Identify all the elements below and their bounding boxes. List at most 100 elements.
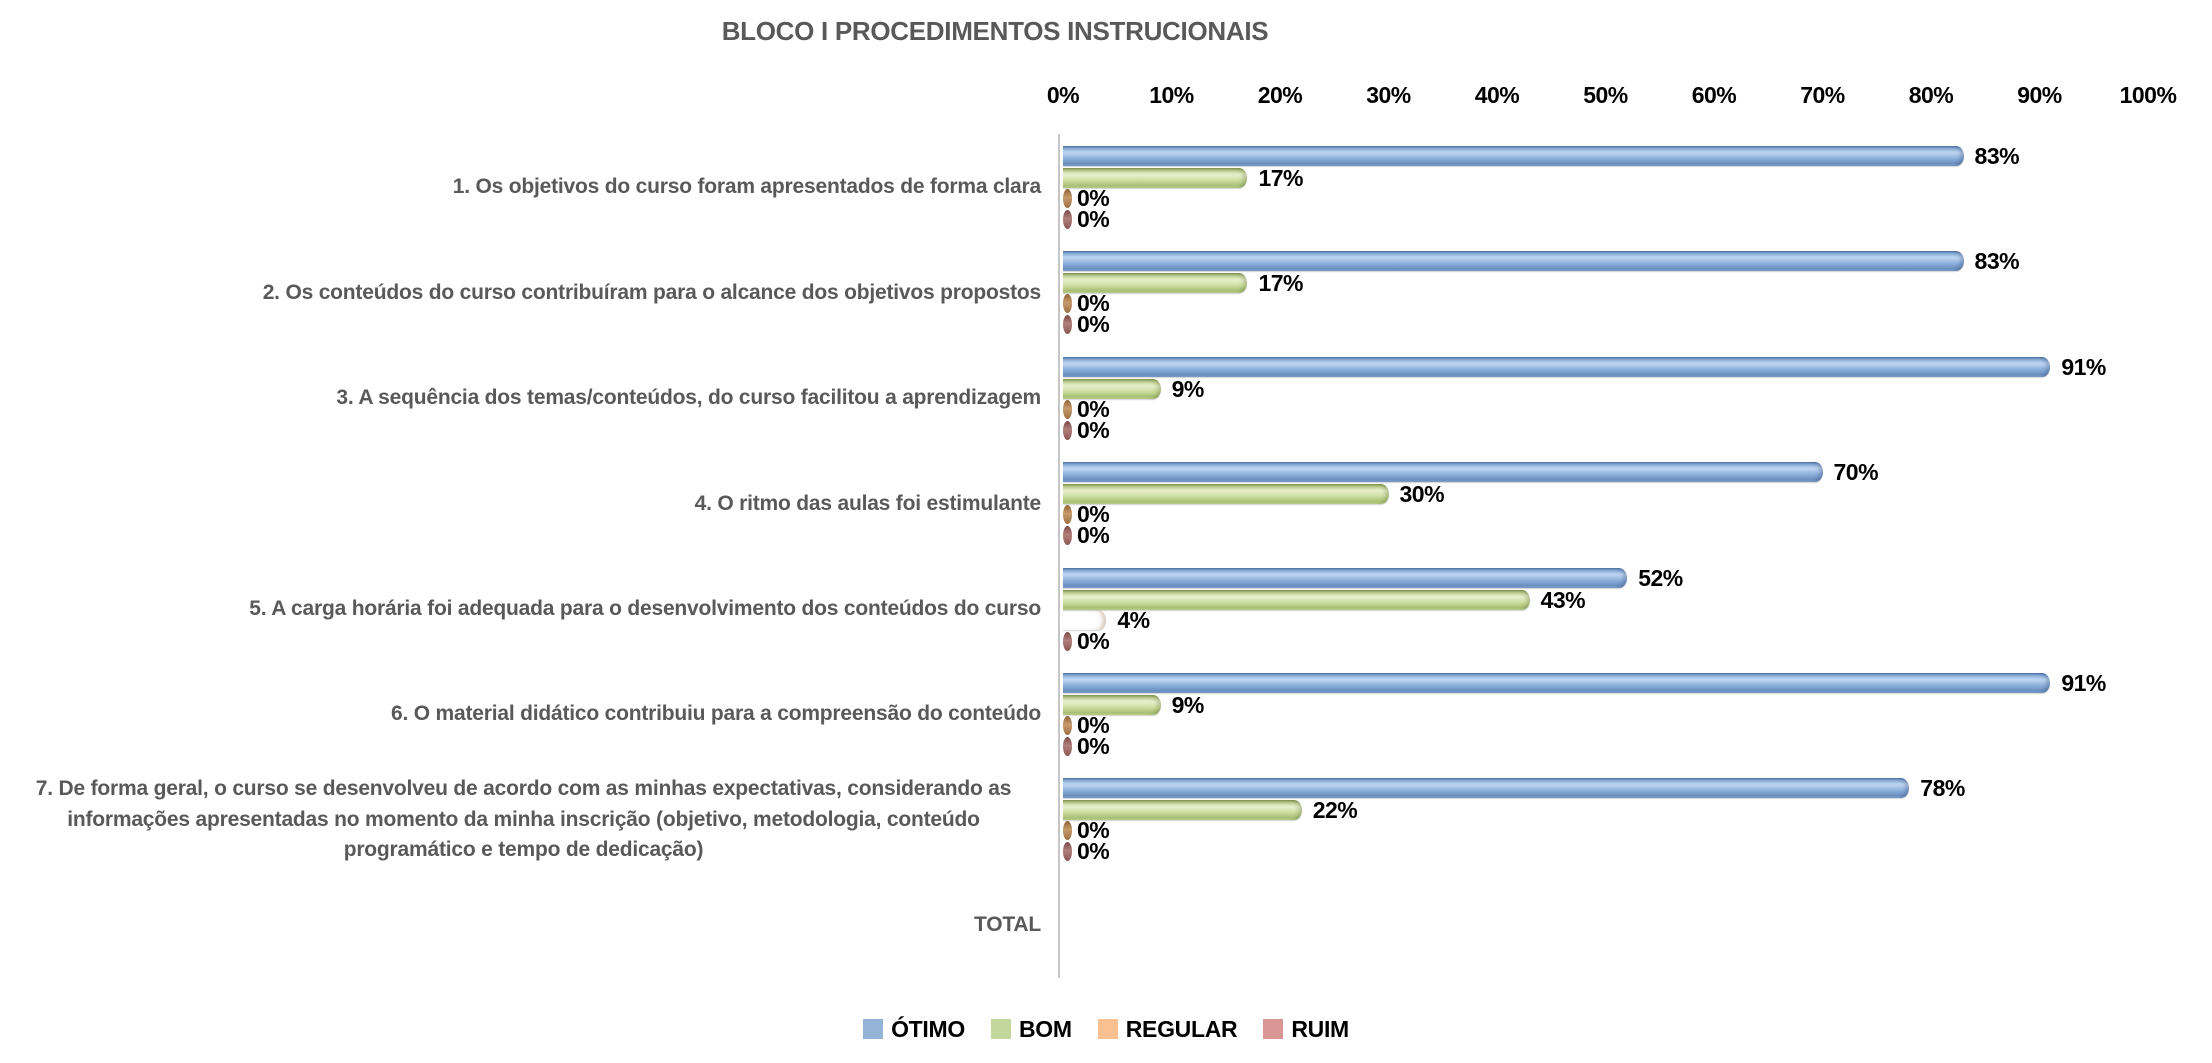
bar-ótimo — [1063, 462, 1823, 483]
plot-row: 91% 9% 0% 0% — [1063, 662, 2148, 767]
category-label: 4. O ritmo das aulas foi estimulante — [6, 451, 1042, 556]
zero-bar-ruim — [1063, 631, 1072, 651]
bar-bom — [1063, 800, 1302, 821]
legend-label: REGULAR — [1125, 1015, 1238, 1042]
zero-bar-ruim — [1063, 526, 1072, 546]
legend-item-ruim: RUIM — [1263, 1016, 1349, 1043]
plot-row: 70% 30% 0% 0% — [1063, 451, 2148, 556]
bar-bom — [1063, 484, 1389, 505]
bar-ótimo — [1063, 356, 2051, 377]
data-label-regular: 0% — [1077, 290, 1110, 317]
bar-regular — [1063, 610, 1106, 630]
zero-bar-ruim — [1063, 315, 1072, 335]
data-label-ruim: 0% — [1077, 627, 1110, 654]
legend-swatch-icon — [1097, 1019, 1118, 1039]
zero-bar-regular — [1063, 399, 1072, 419]
data-label-bom: 22% — [1312, 797, 1358, 824]
data-label-regular: 0% — [1077, 817, 1110, 844]
data-label-bom: 17% — [1258, 270, 1303, 297]
legend-label: RUIM — [1291, 1015, 1349, 1042]
bar-ótimo — [1063, 672, 2051, 693]
legend-swatch-icon — [863, 1019, 884, 1039]
data-label-regular: 0% — [1077, 501, 1110, 528]
data-label-ótimo: 78% — [1920, 775, 1965, 802]
data-label-ótimo: 70% — [1833, 459, 1879, 486]
category-label: 7. De forma geral, o curso se desenvolve… — [6, 767, 1041, 872]
bar-bom — [1063, 589, 1530, 610]
value-axis-tick: 90% — [2017, 82, 2062, 108]
data-label-ruim: 0% — [1077, 838, 1110, 865]
zero-bar-regular — [1063, 294, 1072, 314]
value-axis-tick: 0% — [1046, 82, 1080, 108]
legend-swatch-icon — [1263, 1019, 1284, 1039]
data-label-ruim: 0% — [1077, 416, 1110, 443]
legend-label: BOM — [1018, 1015, 1072, 1042]
value-axis-tick: 60% — [1691, 82, 1737, 108]
zero-bar-ruim — [1063, 842, 1072, 862]
category-label-text: 1. Os objetivos do curso foram apresenta… — [452, 175, 1041, 199]
data-label-regular: 4% — [1117, 606, 1150, 633]
data-label-bom: 9% — [1171, 691, 1205, 718]
category-label: 1. Os objetivos do curso foram apresenta… — [6, 135, 1041, 240]
data-label-bom: 9% — [1171, 375, 1205, 402]
category-label-text: 5. A carga horária foi adequada para o d… — [249, 596, 1041, 620]
value-axis-tick: 100% — [2119, 82, 2177, 108]
bar-ótimo — [1063, 567, 1628, 588]
legend: ÓTIMO BOM REGULAR RUIM — [0, 1008, 2212, 1050]
data-label-ótimo: 83% — [1974, 143, 2020, 169]
zero-bar-regular — [1063, 505, 1072, 525]
legend-swatch-icon — [990, 1019, 1011, 1039]
data-label-ruim: 0% — [1077, 311, 1110, 338]
category-label: 2. Os conteúdos do curso contribuíram pa… — [6, 240, 1041, 345]
data-label-ruim: 0% — [1077, 522, 1110, 549]
category-label-text: 3. A sequência dos temas/conteúdos, do c… — [336, 386, 1041, 410]
data-label-bom: 17% — [1258, 165, 1303, 191]
plot-row: 78% 22% 0% 0% — [1063, 767, 2148, 872]
plot-row: 52% 43% 4% 0% — [1063, 557, 2148, 662]
legend-label: ÓTIMO — [891, 1015, 965, 1042]
plot-row: 83% 17% 0% 0% — [1063, 135, 2148, 240]
bar-ótimo — [1063, 778, 1910, 799]
data-label-ótimo: 91% — [2061, 353, 2106, 380]
data-label-ruim: 0% — [1077, 732, 1110, 759]
category-label: 6. O material didático contribuiu para a… — [6, 662, 1041, 767]
plot-row: 83% 17% 0% 0% — [1063, 240, 2148, 345]
category-label: 5. A carga horária foi adequada para o d… — [6, 557, 1041, 662]
data-label-regular: 0% — [1077, 395, 1110, 422]
category-label-total: TOTAL — [6, 873, 1041, 978]
zero-bar-regular — [1063, 715, 1072, 735]
data-label-regular: 0% — [1077, 711, 1110, 738]
zero-bar-ruim — [1063, 736, 1072, 756]
category-label-text: 4. O ritmo das aulas foi estimulante — [694, 491, 1042, 515]
zero-bar-ruim — [1063, 210, 1072, 229]
category-axis-line — [1058, 134, 1060, 978]
category-label: 3. A sequência dos temas/conteúdos, do c… — [6, 346, 1041, 451]
data-label-ruim: 0% — [1077, 206, 1110, 232]
value-axis-tick: 20% — [1257, 82, 1303, 108]
plot-row: 91% 9% 0% 0% — [1063, 346, 2148, 451]
category-label-text: TOTAL — [973, 913, 1041, 937]
data-label-ótimo: 83% — [1974, 248, 2020, 275]
data-label-ótimo: 52% — [1638, 564, 1683, 591]
category-label-text: 6. O material didático contribuiu para a… — [391, 702, 1041, 726]
zero-bar-ruim — [1063, 420, 1072, 440]
value-axis-tick: 30% — [1366, 82, 1411, 108]
bar-bom — [1063, 378, 1161, 399]
value-axis-tick: 80% — [1908, 82, 1954, 108]
value-axis-tick: 70% — [1800, 82, 1845, 108]
zero-bar-regular — [1063, 821, 1072, 841]
bar-bom — [1063, 273, 1248, 294]
bar-bom — [1063, 694, 1161, 715]
category-label-text: 2. Os conteúdos do curso contribuíram pa… — [262, 280, 1041, 304]
data-label-bom: 43% — [1540, 586, 1586, 613]
value-axis-tick: 50% — [1583, 82, 1628, 108]
legend-item-regular: REGULAR — [1097, 1015, 1238, 1043]
plot-row — [1063, 873, 2148, 978]
bar-ótimo — [1063, 146, 1964, 166]
zero-bar-regular — [1063, 189, 1072, 208]
value-axis-tick: 40% — [1474, 82, 1520, 108]
value-axis-tick: 10% — [1149, 82, 1194, 108]
data-label-bom: 30% — [1399, 481, 1445, 508]
bar-ótimo — [1063, 251, 1964, 272]
